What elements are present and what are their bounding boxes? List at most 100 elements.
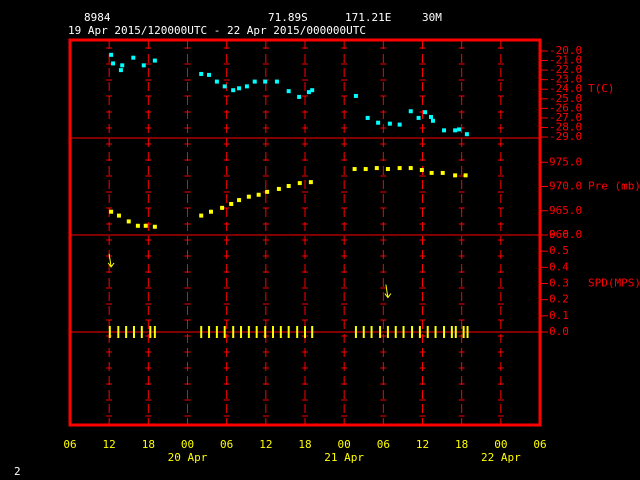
x-tick-label: 18 (142, 438, 155, 451)
point (116, 213, 121, 218)
page-number: 2 (14, 465, 21, 478)
x-tick-label: 12 (259, 438, 272, 451)
point (109, 52, 114, 57)
y-tick-label: -23.0 (549, 73, 582, 86)
point (252, 79, 257, 84)
point (120, 63, 125, 68)
wind-arrow (384, 284, 392, 299)
y-tick-label: 0.2 (549, 293, 569, 306)
point (286, 184, 291, 189)
point (237, 198, 242, 203)
latitude: 71.89S (268, 11, 308, 24)
point (297, 181, 302, 186)
point (453, 128, 458, 133)
point (237, 86, 242, 91)
point (374, 166, 379, 171)
longitude: 171.21E (345, 11, 391, 24)
elevation: 30M (422, 11, 442, 24)
point (408, 166, 413, 171)
point (408, 109, 413, 114)
point (352, 167, 357, 172)
point (131, 55, 136, 60)
point (310, 88, 315, 93)
point (209, 209, 213, 214)
point (286, 89, 291, 94)
point (453, 173, 458, 178)
point (111, 61, 116, 66)
point (220, 205, 225, 210)
point (376, 120, 381, 125)
point (387, 121, 392, 126)
y-tick-label: -24.0 (549, 82, 582, 95)
point (263, 79, 268, 84)
point (256, 192, 261, 197)
y-tick-label: -21.0 (549, 54, 582, 67)
point (464, 132, 469, 137)
wind-arrow (107, 253, 115, 268)
point (430, 118, 435, 123)
point (385, 167, 390, 172)
point (152, 58, 157, 63)
point (365, 115, 370, 120)
y-tick-label: 0.1 (549, 309, 569, 322)
point (428, 114, 433, 119)
point (423, 110, 428, 115)
y-tick-label: 960.0 (549, 228, 582, 241)
point (306, 90, 311, 95)
point (199, 213, 204, 218)
point (297, 94, 302, 99)
y-tick-label: 965.0 (549, 204, 582, 217)
station-id: 8984 (84, 11, 111, 24)
y-tick-label: 0.4 (549, 260, 569, 273)
x-date-label: 20 Apr (168, 451, 208, 464)
point (214, 79, 219, 84)
point (353, 93, 358, 98)
x-tick-label: 00 (338, 438, 351, 451)
point (141, 63, 146, 68)
point (109, 209, 114, 214)
x-tick-label: 18 (455, 438, 468, 451)
y-tick-label: -20.0 (549, 44, 582, 57)
y-tick-label: -28.0 (549, 120, 582, 133)
point (244, 84, 249, 89)
point (265, 189, 270, 194)
y-tick-label: -22.0 (549, 63, 582, 76)
y-axis-label: Pre (mb) (588, 180, 640, 193)
y-tick-label: 0.6 (549, 228, 569, 241)
point (463, 173, 468, 178)
point (246, 194, 251, 199)
y-axis-label: T(C) (588, 82, 615, 95)
y-tick-label: 0.5 (549, 244, 569, 257)
point (143, 223, 148, 228)
x-tick-label: 06 (377, 438, 390, 451)
x-tick-label: 00 (181, 438, 194, 451)
x-tick-label: 06 (533, 438, 546, 451)
period: 19 Apr 2015/120000UTC - 22 Apr 2015/0000… (68, 24, 366, 37)
point (457, 127, 462, 132)
x-tick-label: 06 (220, 438, 233, 451)
y-tick-label: 975.0 (549, 155, 582, 168)
point (126, 219, 131, 224)
point (207, 72, 212, 77)
x-date-label: 21 Apr (324, 451, 364, 464)
point (229, 201, 234, 206)
y-tick-label: -27.0 (549, 111, 582, 124)
y-tick-label: 0.3 (549, 277, 569, 290)
point (308, 180, 313, 185)
y-tick-label: -25.0 (549, 92, 582, 105)
x-tick-label: 06 (63, 438, 76, 451)
point (152, 224, 157, 229)
point (429, 170, 434, 175)
point (199, 71, 204, 76)
point (419, 168, 424, 173)
y-tick-label: -29.0 (549, 130, 582, 143)
point (442, 128, 447, 133)
y-axis-label: SPD(MPS) (588, 277, 640, 290)
point (231, 88, 236, 93)
point (440, 170, 445, 175)
y-tick-label: -26.0 (549, 101, 582, 114)
x-tick-label: 12 (416, 438, 429, 451)
point (135, 223, 140, 228)
x-tick-label: 18 (298, 438, 311, 451)
